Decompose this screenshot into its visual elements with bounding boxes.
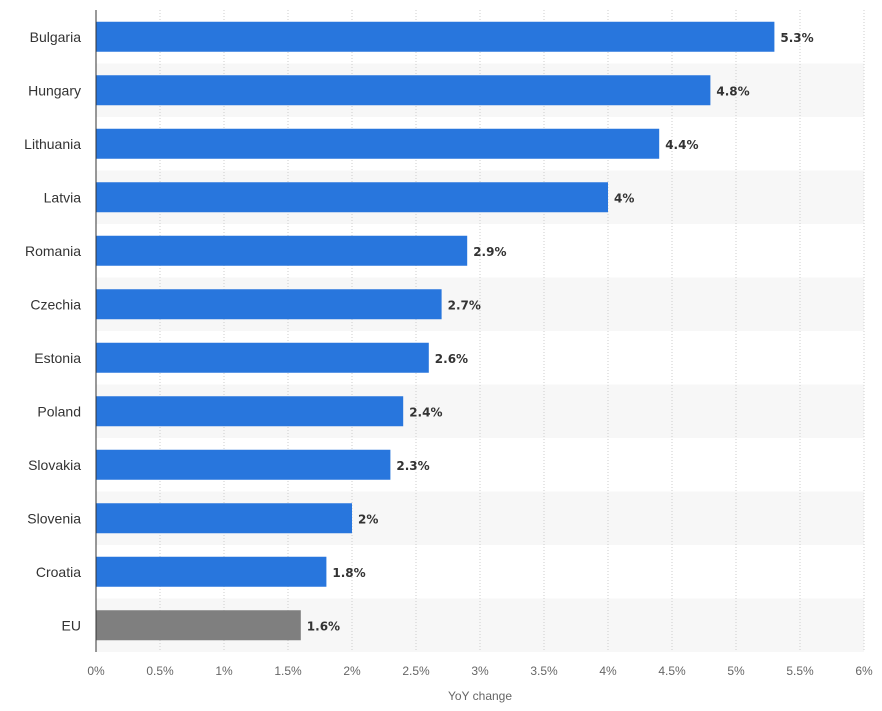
gridlines bbox=[159, 10, 865, 652]
x-tick-label: 0% bbox=[87, 664, 105, 678]
x-tick-label: 4.5% bbox=[658, 664, 686, 678]
x-axis-ticks: 0% 0.5% 1% 1.5% 2% 2.5% 3% 3.5% 4% 4.5% 5% 5.5% 6% bbox=[87, 664, 873, 678]
x-tick-label: 2% bbox=[343, 664, 361, 678]
x-axis-title: YoY change bbox=[448, 689, 512, 703]
bar bbox=[96, 75, 711, 106]
category-label: Czechia bbox=[30, 296, 81, 312]
bar bbox=[96, 128, 660, 159]
bar bbox=[96, 396, 404, 427]
data-label: 2.4% bbox=[409, 405, 442, 419]
category-label: Romania bbox=[25, 243, 81, 259]
category-label: EU bbox=[62, 617, 81, 633]
x-tick-label: 5.5% bbox=[786, 664, 814, 678]
bar bbox=[96, 289, 442, 320]
bar bbox=[96, 182, 608, 213]
category-label: Bulgaria bbox=[30, 29, 82, 45]
data-label: 2.9% bbox=[473, 245, 506, 259]
data-label: 1.8% bbox=[332, 566, 365, 580]
category-label: Latvia bbox=[44, 189, 82, 205]
x-tick-label: 3.5% bbox=[530, 664, 558, 678]
data-label: 2.6% bbox=[435, 352, 468, 366]
bars bbox=[96, 21, 775, 641]
data-label: 4.8% bbox=[716, 84, 749, 98]
x-tick-label: 6% bbox=[855, 664, 873, 678]
bar bbox=[96, 342, 429, 373]
bar bbox=[96, 21, 775, 52]
x-tick-label: 1% bbox=[215, 664, 233, 678]
data-label: 2.3% bbox=[396, 459, 429, 473]
data-label: 2% bbox=[358, 512, 378, 526]
data-label: 4% bbox=[614, 191, 634, 205]
data-label: 2.7% bbox=[448, 298, 481, 312]
category-label: Croatia bbox=[36, 564, 81, 580]
bar bbox=[96, 556, 327, 587]
bar bbox=[96, 235, 468, 266]
x-tick-label: 0.5% bbox=[146, 664, 174, 678]
x-tick-label: 2.5% bbox=[402, 664, 430, 678]
category-label: Estonia bbox=[34, 350, 81, 366]
category-label: Hungary bbox=[28, 82, 81, 98]
data-label: 1.6% bbox=[307, 619, 340, 633]
bar bbox=[96, 449, 391, 480]
x-tick-label: 3% bbox=[471, 664, 489, 678]
category-labels: Bulgaria Hungary Lithuania Latvia Romania Cze… bbox=[24, 29, 81, 634]
category-label: Slovakia bbox=[28, 457, 81, 473]
category-label: Slovenia bbox=[27, 510, 81, 526]
x-tick-label: 4% bbox=[599, 664, 617, 678]
category-label: Lithuania bbox=[24, 136, 81, 152]
x-tick-label: 1.5% bbox=[274, 664, 302, 678]
data-label: 4.4% bbox=[665, 138, 698, 152]
value-labels: 5.3% 4.8% 4.4% 4% 2.9% 2.7% 2.6% 2.4% 2.3% 2% 1.8%… bbox=[307, 31, 814, 634]
data-label: 5.3% bbox=[780, 31, 813, 45]
x-tick-label: 5% bbox=[727, 664, 745, 678]
bar bbox=[96, 610, 301, 641]
category-label: Poland bbox=[37, 403, 81, 419]
bar bbox=[96, 503, 352, 534]
